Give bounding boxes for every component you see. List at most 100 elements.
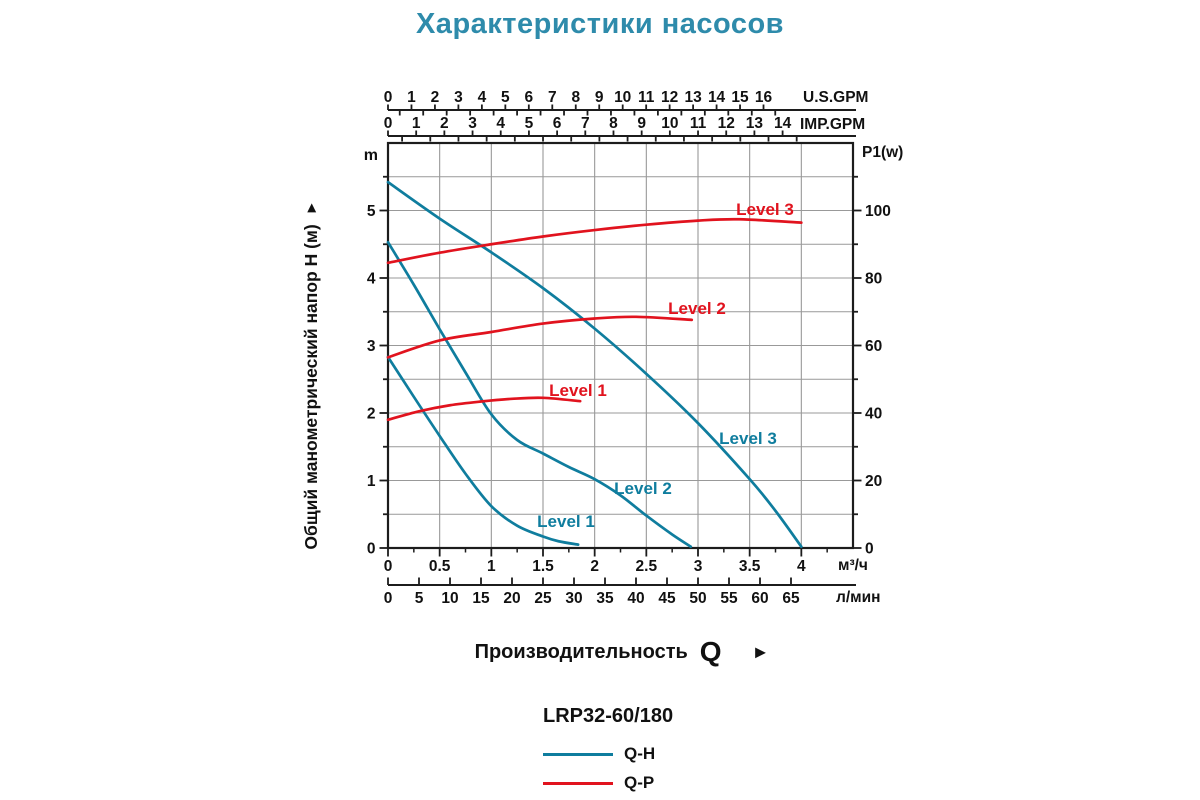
head-axis-tick-label: 1 (367, 473, 376, 490)
imp-gpm-tick-label: 3 (468, 115, 477, 132)
lmin-tick-label: 65 (782, 590, 800, 607)
x-axis-title-text: Производительность (474, 640, 688, 663)
imp-gpm-tick-label: 9 (637, 115, 646, 132)
power-axis-tick-label: 60 (865, 338, 882, 355)
up-arrow-icon: ► (302, 200, 320, 216)
lmin-axis-label: л/мин (836, 589, 881, 606)
x-axis-title: Производительность Q ► (388, 634, 856, 670)
us-gpm-tick-label: 1 (407, 89, 416, 106)
m3h-tick-label: 1.5 (532, 558, 554, 575)
y-axis-title-text: Общий манометрический напор Н (м) (300, 224, 321, 550)
y-axis-title: Общий манометрический напор Н (м) ► (299, 189, 323, 561)
lmin-tick-label: 0 (384, 590, 393, 607)
power-axis-tick-label: 40 (865, 406, 882, 423)
us-gpm-tick-label: 16 (755, 89, 773, 106)
us-gpm-tick-label: 5 (501, 89, 510, 106)
head-axis-tick-label: 0 (367, 541, 376, 558)
head-axis-tick-label: 3 (367, 338, 376, 355)
head-axis-tick-label: 5 (367, 203, 376, 220)
m3h-tick-label: 1 (487, 558, 496, 575)
imp-gpm-tick-label: 2 (440, 115, 449, 132)
us-gpm-tick-label: 11 (638, 89, 655, 106)
page-title: Характеристики насосов (415, 8, 785, 40)
imp-gpm-tick-label: 11 (690, 115, 707, 132)
imp-gpm-tick-label: 12 (718, 115, 735, 132)
lmin-tick-label: 10 (441, 590, 458, 607)
lmin-tick-label: 55 (720, 590, 738, 607)
qh-level1-curve (386, 355, 580, 546)
legend-item-qh: Q-H (543, 742, 803, 766)
us-gpm-tick-label: 3 (454, 89, 463, 106)
us-gpm-tick-label: 10 (614, 89, 631, 106)
legend: LRP32-60/180 Q-H Q-P (543, 704, 803, 795)
pump-model: LRP32-60/180 (543, 705, 674, 727)
m3h-tick-label: 2.5 (636, 558, 658, 575)
us-gpm-tick-label: 12 (661, 89, 678, 106)
qh-level1-label: Level 1 (537, 512, 595, 531)
qh-level3-curve (386, 180, 803, 548)
imp-gpm-tick-label: 14 (774, 115, 792, 132)
us-gpm-tick-label: 0 (384, 89, 393, 106)
lmin-tick-label: 25 (534, 590, 552, 607)
lmin-tick-label: 15 (472, 590, 490, 607)
lmin-tick-label: 50 (689, 590, 706, 607)
legend-item-qp: Q-P (543, 771, 803, 795)
m3h-tick-label: 3 (694, 558, 703, 575)
power-axis-tick-label: 20 (865, 473, 882, 490)
lmin-tick-label: 30 (565, 590, 582, 607)
us-gpm-tick-label: 14 (708, 89, 726, 106)
lmin-tick-label: 5 (415, 590, 424, 607)
us-gpm-tick-label: 2 (431, 89, 440, 106)
m3h-tick-label: 0 (384, 558, 393, 575)
lmin-tick-label: 40 (627, 590, 644, 607)
qp-level3-curve (386, 217, 803, 265)
imp-gpm-tick-label: 8 (609, 115, 618, 132)
us-gpm-tick-label: 7 (548, 89, 557, 106)
qp-line-swatch (543, 781, 613, 785)
imp-gpm-axis-label: IMP.GPM (800, 116, 866, 133)
power-axis-tick-label: 80 (865, 271, 882, 288)
head-axis-tick-label: 4 (367, 271, 376, 288)
lmin-tick-label: 60 (751, 590, 768, 607)
us-gpm-tick-label: 13 (684, 89, 702, 106)
qh-level3-label: Level 3 (719, 429, 777, 448)
imp-gpm-tick-label: 5 (525, 115, 534, 132)
lmin-tick-label: 20 (503, 590, 520, 607)
power-axis-unit: P1(w) (862, 144, 904, 161)
imp-gpm-tick-label: 13 (746, 115, 764, 132)
m3h-tick-label: 0.5 (429, 558, 451, 575)
m3h-axis-label: м³/ч (838, 557, 868, 574)
us-gpm-tick-label: 15 (731, 89, 749, 106)
us-gpm-tick-label: 6 (525, 89, 534, 106)
imp-gpm-tick-label: 7 (581, 115, 590, 132)
qh-level2-curve (386, 240, 693, 548)
qp-level1-curve (386, 396, 582, 422)
imp-gpm-tick-label: 6 (553, 115, 562, 132)
legend-label-qh: Q-H (624, 744, 656, 763)
imp-gpm-tick-label: 4 (496, 115, 505, 132)
qp-level2-curve (386, 315, 694, 359)
flow-symbol: Q (699, 636, 722, 667)
imp-gpm-tick-label: 0 (384, 115, 393, 132)
legend-label-qp: Q-P (624, 773, 655, 792)
m3h-tick-label: 2 (590, 558, 599, 575)
qh-line-swatch (543, 752, 613, 756)
imp-gpm-tick-label: 10 (661, 115, 678, 132)
m3h-tick-label: 4 (797, 558, 806, 575)
us-gpm-tick-label: 9 (595, 89, 604, 106)
qp-level1-label: Level 1 (549, 381, 607, 400)
right-arrow-icon: ► (751, 641, 770, 662)
head-axis-tick-label: 2 (367, 406, 376, 423)
qp-level3-label: Level 3 (736, 200, 794, 219)
us-gpm-axis-label: U.S.GPM (803, 89, 869, 106)
lmin-tick-label: 45 (658, 590, 676, 607)
power-axis-tick-label: 0 (865, 541, 874, 558)
us-gpm-tick-label: 4 (478, 89, 487, 106)
us-gpm-tick-label: 8 (571, 89, 580, 106)
m3h-tick-label: 3.5 (739, 558, 761, 575)
qp-level2-label: Level 2 (668, 299, 726, 318)
lmin-tick-label: 35 (596, 590, 614, 607)
power-axis-tick-label: 100 (865, 203, 891, 220)
